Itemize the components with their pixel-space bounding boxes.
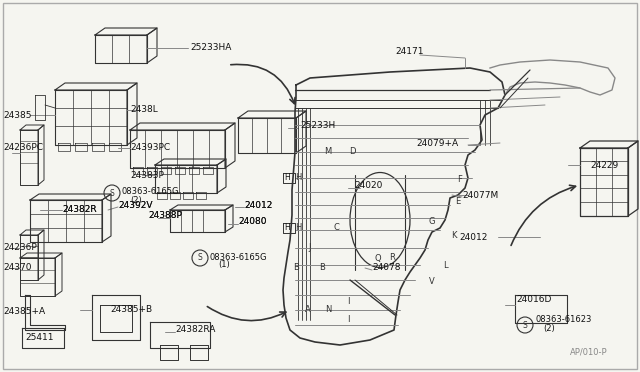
Text: 24385: 24385 <box>3 110 31 119</box>
Text: B: B <box>319 263 325 273</box>
Text: 24388P: 24388P <box>148 211 182 219</box>
Text: 24079+A: 24079+A <box>416 138 458 148</box>
Text: (2): (2) <box>543 324 555 333</box>
Text: S: S <box>109 189 115 198</box>
Text: 2438L: 2438L <box>130 106 157 115</box>
Text: 24229: 24229 <box>590 160 618 170</box>
Text: 24236PC: 24236PC <box>3 144 43 153</box>
Text: S: S <box>523 321 527 330</box>
Text: 24236P: 24236P <box>3 244 36 253</box>
Text: 24382R: 24382R <box>62 205 97 215</box>
Text: 24012: 24012 <box>244 201 273 209</box>
Text: E: E <box>456 198 461 206</box>
Text: 24383P: 24383P <box>130 170 164 180</box>
Text: 24077M: 24077M <box>462 190 499 199</box>
Text: 24370: 24370 <box>3 263 31 273</box>
Text: H: H <box>295 173 301 183</box>
Text: 24382R: 24382R <box>62 205 97 215</box>
Text: 24078: 24078 <box>372 263 401 273</box>
Text: I: I <box>347 298 349 307</box>
Text: 24382RA: 24382RA <box>175 326 216 334</box>
Text: 24012: 24012 <box>244 201 273 209</box>
Text: 24080: 24080 <box>238 218 266 227</box>
Text: H: H <box>295 224 301 232</box>
Text: S: S <box>198 253 202 263</box>
Text: G: G <box>429 218 435 227</box>
Text: I: I <box>347 315 349 324</box>
Text: L: L <box>443 260 447 269</box>
Text: N: N <box>325 305 331 314</box>
Text: M: M <box>324 148 332 157</box>
Text: 25233H: 25233H <box>300 121 335 129</box>
Text: C: C <box>333 224 339 232</box>
Text: F: F <box>458 176 463 185</box>
Text: 25233HA: 25233HA <box>190 44 232 52</box>
Text: 08363-6165G: 08363-6165G <box>122 186 179 196</box>
Text: 24388P: 24388P <box>148 211 182 219</box>
Text: 24016D: 24016D <box>516 295 552 305</box>
Text: 08363-61623: 08363-61623 <box>535 315 591 324</box>
Text: 24080: 24080 <box>238 218 266 227</box>
Text: 24020: 24020 <box>354 180 382 189</box>
Text: K: K <box>451 231 457 240</box>
Text: V: V <box>429 278 435 286</box>
Text: R: R <box>389 253 395 263</box>
Text: 24392V: 24392V <box>118 201 152 209</box>
Text: A: A <box>305 305 311 314</box>
Text: AP/010-P: AP/010-P <box>570 347 607 356</box>
Text: 24171: 24171 <box>395 48 424 57</box>
Text: 24012: 24012 <box>460 232 488 241</box>
Text: 24393PC: 24393PC <box>130 144 170 153</box>
Text: Q: Q <box>374 253 381 263</box>
Text: (2): (2) <box>130 196 141 205</box>
Text: J: J <box>308 244 311 253</box>
Text: 24385+A: 24385+A <box>3 308 45 317</box>
Text: 08363-6165G: 08363-6165G <box>210 253 268 262</box>
Text: B: B <box>293 263 299 273</box>
Text: 25411: 25411 <box>25 334 54 343</box>
Text: (1): (1) <box>218 260 230 269</box>
Text: 24392V: 24392V <box>118 201 152 209</box>
Text: H: H <box>284 224 290 232</box>
Text: H: H <box>284 173 290 183</box>
Text: 24385+B: 24385+B <box>110 305 152 314</box>
Text: D: D <box>349 148 355 157</box>
